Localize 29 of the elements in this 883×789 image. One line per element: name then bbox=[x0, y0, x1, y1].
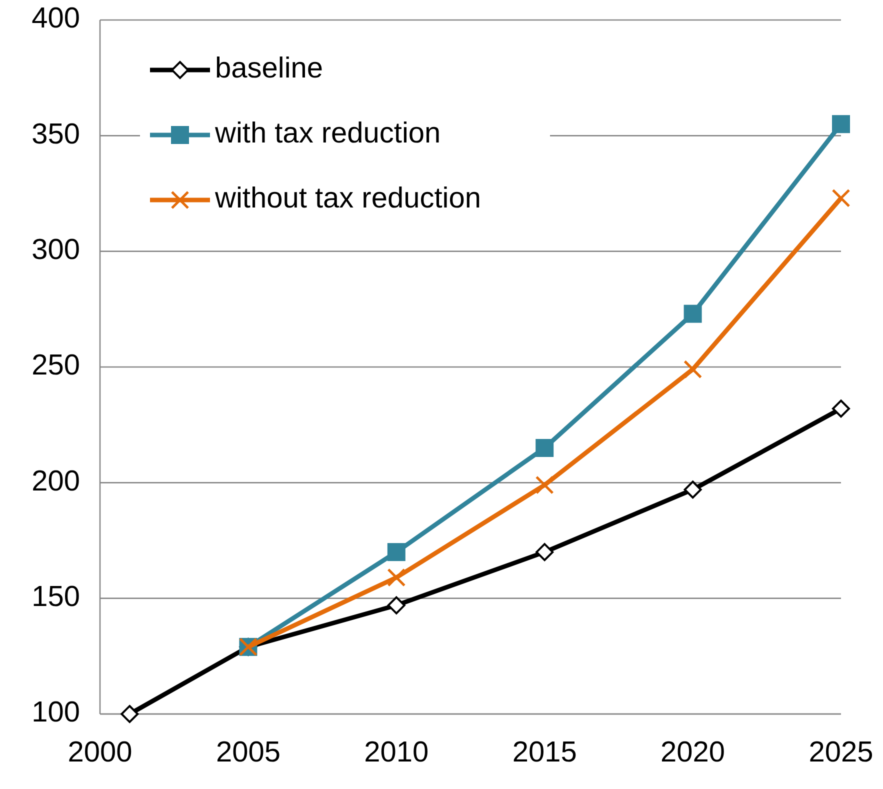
point bbox=[536, 438, 554, 457]
x-tick-label: 2025 bbox=[808, 736, 874, 769]
point bbox=[120, 705, 139, 723]
y-tick-label: 150 bbox=[32, 580, 80, 613]
legend-label: baseline bbox=[215, 52, 324, 85]
point bbox=[536, 543, 554, 562]
y-tick-label: 350 bbox=[32, 118, 80, 150]
point bbox=[832, 115, 850, 134]
x-tick-label: 2000 bbox=[68, 736, 132, 769]
x-tick-label: 2015 bbox=[512, 736, 577, 769]
x-tick-label: 2020 bbox=[660, 736, 726, 769]
point bbox=[832, 400, 850, 418]
point bbox=[387, 543, 406, 562]
point bbox=[387, 596, 406, 614]
y-tick-label: 250 bbox=[32, 350, 80, 382]
x-tick-label: 2005 bbox=[216, 736, 280, 769]
legend-label: without tax reduction bbox=[214, 182, 481, 215]
point bbox=[684, 360, 702, 379]
point bbox=[832, 188, 850, 208]
y-tick-label: 300 bbox=[32, 234, 80, 266]
legend-label: with tax reduction bbox=[214, 118, 441, 150]
point bbox=[684, 304, 702, 323]
x-tick-label: 2010 bbox=[364, 736, 429, 769]
y-tick-label: 200 bbox=[32, 465, 80, 498]
point bbox=[387, 568, 406, 587]
point bbox=[535, 476, 554, 494]
y-tick-label: 100 bbox=[32, 696, 80, 729]
y-tick-label: 400 bbox=[32, 2, 80, 35]
point bbox=[684, 480, 702, 499]
